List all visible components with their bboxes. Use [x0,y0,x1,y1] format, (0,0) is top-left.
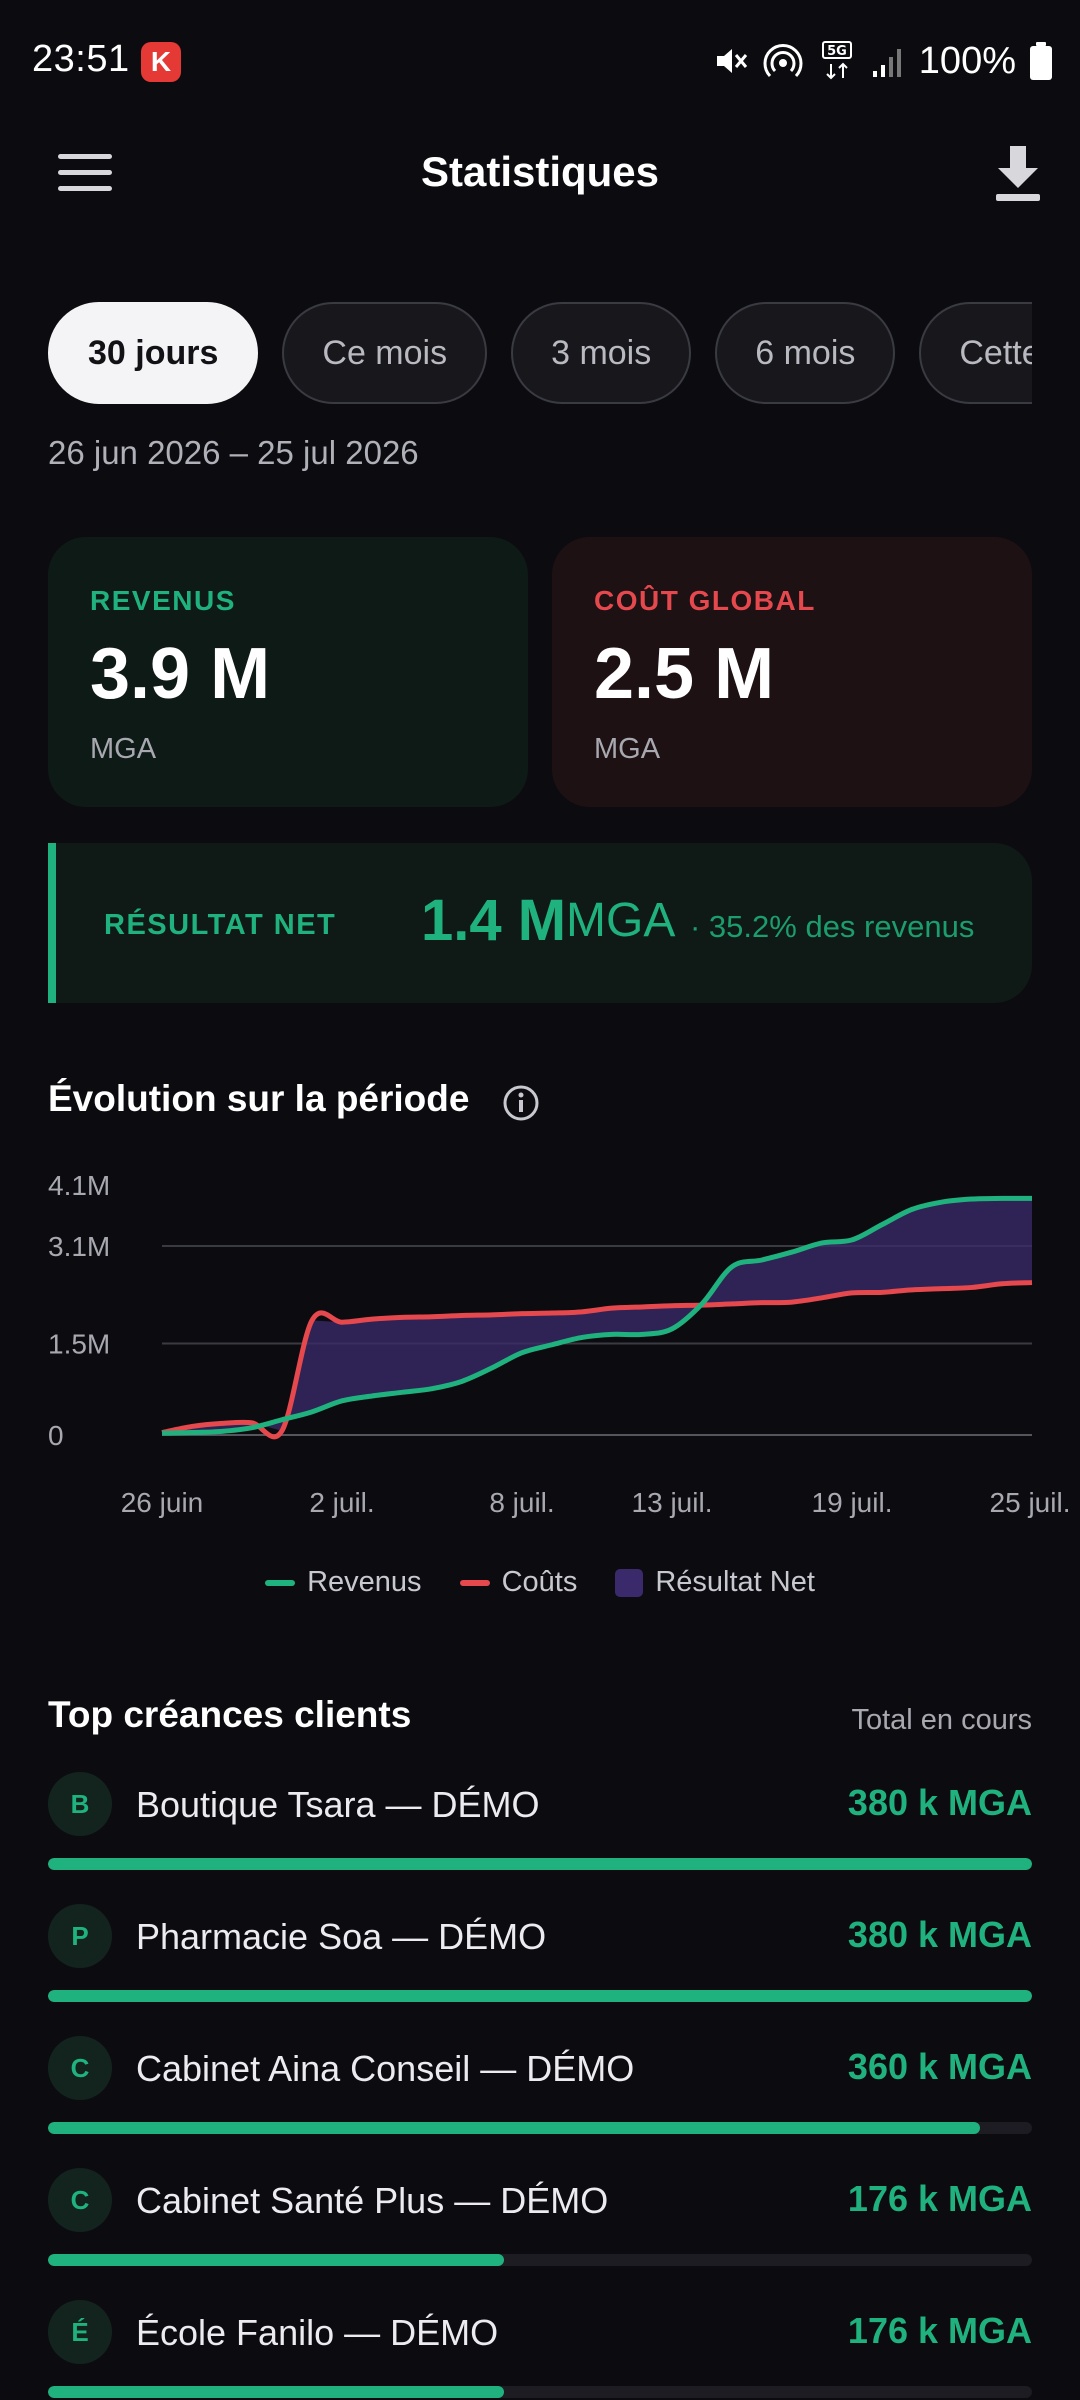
cost-card: COÛT GLOBAL 2.5 M MGA [552,537,1032,807]
chart-x-tick-label: 13 juil. [632,1487,713,1518]
period-chip[interactable]: 30 jours [48,302,259,404]
client-progress-fill [48,2386,504,2398]
client-amount: 176 k MGA [847,2310,1032,2351]
client-name: Cabinet Santé Plus — DÉMO [136,2180,609,2221]
period-chip[interactable]: Ce mois [282,302,488,404]
app-notification-icon: K [141,42,181,82]
mute-icon [716,49,747,73]
revenue-unit: MGA [90,733,157,765]
status-icons: 5G 100% [713,36,1052,86]
status-bar: 23:51 K 5G 100% [0,0,1080,120]
cost-value: 2.5 M [594,634,775,714]
legend-label-revenue: Revenus [307,1566,422,1598]
client-row[interactable]: C Cabinet Aina Conseil — DÉMO 360 k MGA [48,2030,1032,2162]
net-result-value: 1.4 M [421,888,567,953]
client-progress-track [48,1858,1032,1870]
client-progress-track [48,2386,1032,2398]
legend-swatch-cost [459,1579,490,1586]
chart-x-tick-label: 8 juil. [489,1487,554,1518]
chart-legend: Revenus Coûts Résultat Net [0,1566,1080,1599]
net-result-unit: MGA [566,894,676,947]
cost-label: COÛT GLOBAL [594,585,816,616]
menu-line [58,186,112,191]
chart-x-tick-label: 26 juin [121,1487,204,1518]
status-time: 23:51 [32,38,130,80]
client-progress-fill [48,1858,1032,1870]
top-clients-subtitle: Total en cours [851,1704,1032,1736]
chart-y-tick-label: 3.1M [48,1231,110,1262]
chart-y-tick-label: 4.1M [48,1170,110,1201]
net-result-percent: · 35.2% des revenus [690,909,975,944]
client-progress-fill [48,1990,1032,2002]
chart-x-tick-label: 2 juil. [309,1487,374,1518]
battery-percent: 100% [918,39,1016,82]
client-progress-track [48,1990,1032,2002]
hotspot-icon [763,44,803,78]
client-row[interactable]: C Cabinet Santé Plus — DÉMO 176 k MGA [48,2162,1032,2294]
client-row[interactable]: P Pharmacie Soa — DÉMO 380 k MGA [48,1898,1032,2030]
battery-icon [1030,42,1052,80]
period-chip[interactable]: 6 mois [715,302,896,404]
signal-icon [872,49,901,77]
app-badge-letter: K [150,46,172,77]
legend-item-revenue: Revenus [265,1566,422,1599]
client-name: Boutique Tsara — DÉMO [136,1784,540,1825]
client-amount: 380 k MGA [847,1914,1032,1955]
client-amount: 360 k MGA [847,2046,1032,2087]
legend-label-net: Résultat Net [655,1566,815,1598]
client-avatar: É [48,2300,112,2364]
5g-data-icon: 5G [821,41,852,80]
net-result-card: RÉSULTAT NET 1.4 M MGA · 35.2% des reven… [48,843,1032,1003]
client-progress-fill [48,2254,504,2266]
menu-line [58,170,112,175]
client-avatar: C [48,2168,112,2232]
net-result-area [162,1198,1032,1434]
revenue-value: 3.9 M [90,634,271,714]
client-amount: 176 k MGA [847,2178,1032,2219]
hamburger-menu-icon[interactable] [44,144,124,204]
period-selector: 30 jours Ce mois 3 mois 6 mois Cette [48,302,1032,406]
chart-x-tick-label: 19 juil. [812,1487,893,1518]
client-name: Cabinet Aina Conseil — DÉMO [136,2048,635,2089]
client-progress-fill [48,2122,980,2134]
date-range: 26 jun 2026 – 25 jul 2026 [48,434,419,471]
download-icon[interactable] [984,138,1052,208]
client-row[interactable]: B Boutique Tsara — DÉMO 380 k MGA [48,1766,1032,1898]
revenue-series-line [161,1195,1033,1436]
legend-item-net: Résultat Net [615,1566,815,1599]
top-clients-title: Top créances clients [48,1694,412,1735]
client-name: Pharmacie Soa — DÉMO [136,1916,547,1957]
legend-item-cost: Coûts [459,1566,578,1599]
client-avatar: B [48,1772,112,1836]
legend-swatch-revenue [265,1579,296,1586]
period-chip[interactable]: Cette [919,302,1032,404]
evolution-chart: 0 1.5M 3.1M 4.1M 26 juin 2 juil. 8 juil. 13 jui… [48,1170,1071,1518]
cost-unit: MGA [594,733,661,765]
client-name: École Fanilo — DÉMO [136,2312,499,2353]
client-avatar: C [48,2036,112,2100]
legend-swatch-net [615,1568,644,1597]
client-row[interactable]: É École Fanilo — DÉMO 176 k MGA [48,2294,1032,2400]
revenue-label: REVENUS [90,585,236,616]
net-result-label: RÉSULTAT NET [104,909,337,941]
chart-title: Évolution sur la période [48,1078,470,1119]
menu-line [58,154,112,159]
info-icon[interactable] [502,1084,540,1122]
client-amount: 380 k MGA [847,1782,1032,1823]
chart-x-tick-label: 25 juil. [990,1487,1071,1518]
client-avatar: P [48,1904,112,1968]
chart-y-tick-label: 1.5M [48,1329,110,1360]
period-chip[interactable]: 3 mois [511,302,692,404]
5g-label: 5G [827,44,847,59]
client-progress-track [48,2254,1032,2266]
app-bar: Statistiques [0,120,1080,220]
client-progress-track [48,2122,1032,2134]
chart-y-tick-label: 0 [48,1420,64,1451]
revenue-card: REVENUS 3.9 M MGA [48,537,528,807]
cost-series-line [161,1280,1033,1440]
legend-label-cost: Coûts [501,1566,578,1598]
page-title: Statistiques [420,148,660,195]
